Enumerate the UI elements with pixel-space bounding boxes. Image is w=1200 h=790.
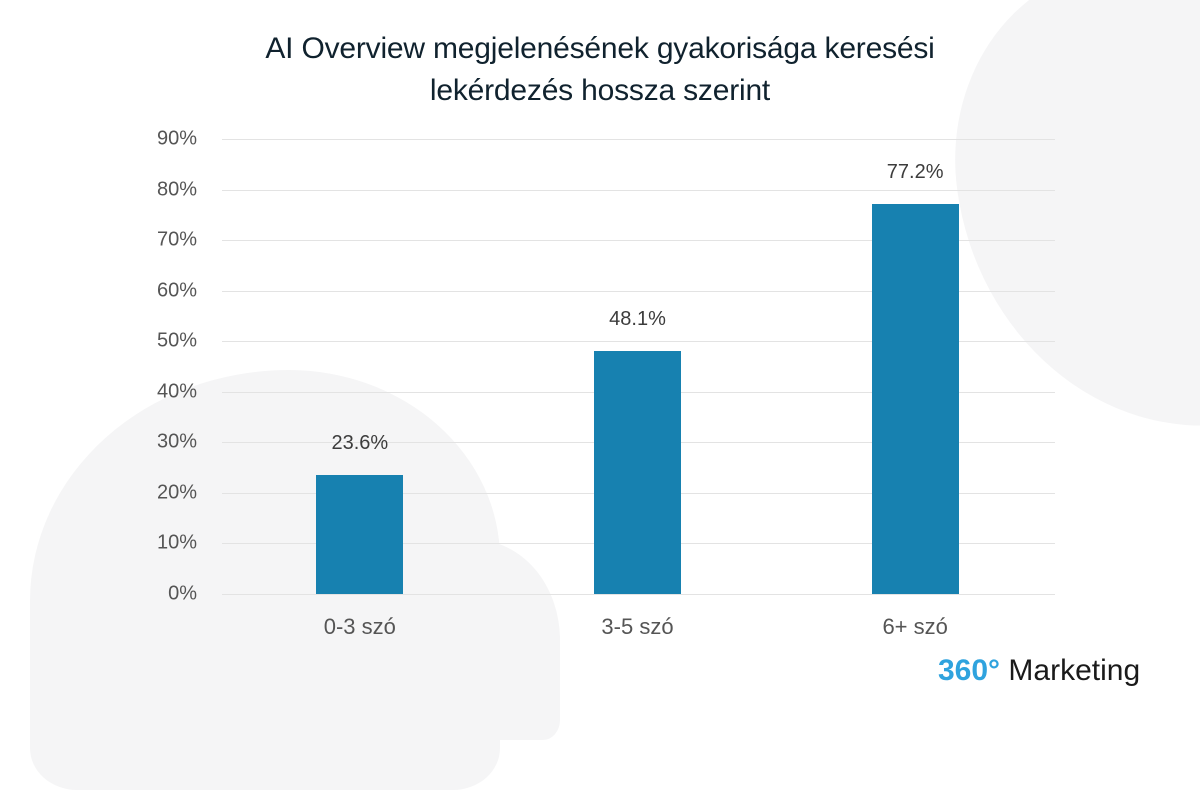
y-axis-tick-label: 0% [168,582,197,605]
bar [871,203,959,594]
bar-value-label: 23.6% [331,431,389,454]
gridline [222,189,1055,191]
chart-title: AI Overview megjelenésének gyakorisága k… [0,28,1200,112]
gridline [222,594,1055,595]
x-axis-category-label: 6+ szó [882,614,948,639]
x-axis-category-label: 3-5 szó [601,614,674,639]
y-axis-tick-label: 10% [156,531,197,554]
y-axis-tick-label: 70% [156,228,197,251]
x-axis-category-label: 0-3 szó [323,614,396,639]
y-axis-tick-label: 50% [156,329,197,352]
gridline [222,290,1055,292]
brand-number: 360° [938,654,1001,687]
brand-name: Marketing [1008,654,1141,687]
background-shape [390,540,560,740]
chart-title-line-1: AI Overview megjelenésének gyakorisága k… [265,32,935,65]
y-axis-tick-label: 30% [156,430,197,453]
y-axis-tick-label: 60% [156,279,197,302]
gridline [222,240,1055,242]
brand-logo: 360° Marketing [938,654,1140,688]
y-axis-tick-label: 20% [156,481,197,504]
bar-value-label: 48.1% [609,307,666,330]
gridline [222,341,1055,343]
chart-title-line-2: lekérdezés hossza szerint [429,74,771,107]
gridline [222,139,1055,140]
bar [316,474,404,594]
bar-value-label: 77.2% [886,160,944,183]
y-axis-tick-label: 80% [156,178,197,201]
bar [594,350,681,594]
plot-area: 0% 10% 20% 30% 40% 50% 60% 70% 80% 90% 23.6% 0-3 sz… [157,128,1055,639]
y-axis-tick-label: 90% [156,127,197,150]
y-axis-tick-label: 40% [156,380,197,403]
